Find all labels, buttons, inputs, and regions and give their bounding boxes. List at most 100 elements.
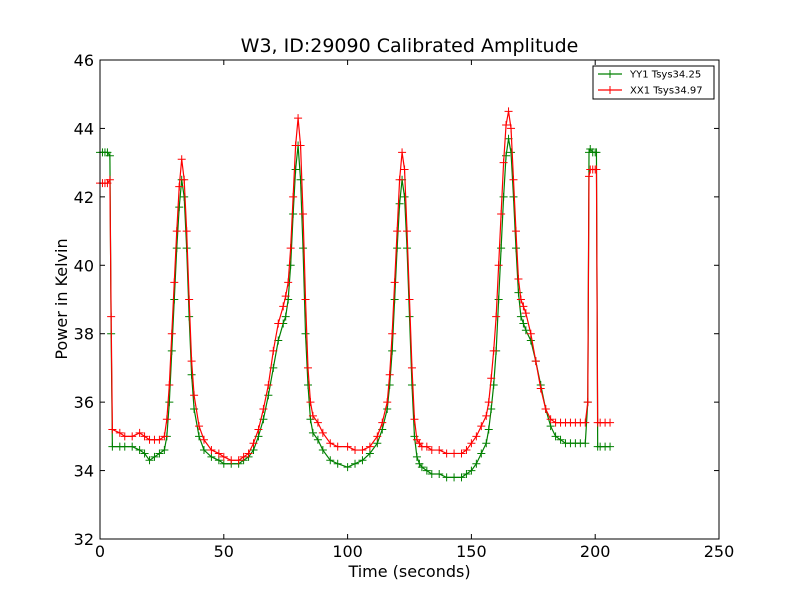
y-tick-label: 34 xyxy=(74,462,94,481)
data-point xyxy=(160,432,169,441)
data-point xyxy=(405,295,414,304)
data-point xyxy=(427,446,436,455)
data-point xyxy=(254,425,263,434)
data-point xyxy=(435,469,444,478)
data-point xyxy=(494,295,503,304)
data-point xyxy=(393,227,402,236)
data-point xyxy=(155,435,164,444)
data-point xyxy=(227,456,236,465)
data-point xyxy=(519,302,528,311)
data-point xyxy=(526,336,535,345)
data-point xyxy=(516,312,525,321)
data-point xyxy=(303,363,312,372)
x-tick-label: 50 xyxy=(214,542,234,561)
data-point xyxy=(318,446,327,455)
data-point xyxy=(407,363,416,372)
data-point xyxy=(326,439,335,448)
data-point xyxy=(521,326,530,335)
legend-label: XX1 Tsys34.97 xyxy=(630,86,703,97)
legend-label: YY1 Tsys34.25 xyxy=(629,70,701,81)
data-point xyxy=(289,209,298,218)
data-point xyxy=(279,302,288,311)
data-point xyxy=(383,398,392,407)
data-point xyxy=(308,428,317,437)
data-point xyxy=(507,148,516,157)
data-point xyxy=(299,209,308,218)
data-point xyxy=(365,449,374,458)
data-point xyxy=(412,452,421,461)
data-point xyxy=(581,418,590,427)
data-point xyxy=(239,452,248,461)
chart-title: W3, ID:29090 Calibrated Amplitude xyxy=(241,35,579,57)
data-point xyxy=(585,172,594,181)
data-point xyxy=(462,469,471,478)
data-point xyxy=(207,452,216,461)
data-point xyxy=(497,244,506,253)
data-point xyxy=(407,381,416,390)
data-point xyxy=(541,404,550,413)
data-point xyxy=(296,175,305,184)
data-point xyxy=(170,278,179,287)
data-point xyxy=(592,165,601,174)
data-point xyxy=(281,292,290,301)
legend-marker xyxy=(606,70,614,78)
y-tick-label: 36 xyxy=(74,393,94,412)
data-point xyxy=(187,370,196,379)
data-point xyxy=(177,155,186,164)
data-point xyxy=(395,199,404,208)
data-point xyxy=(165,381,174,390)
data-point xyxy=(484,398,493,407)
data-point xyxy=(289,192,298,201)
data-point xyxy=(403,227,412,236)
data-point xyxy=(504,107,513,116)
data-point xyxy=(442,449,451,458)
data-point xyxy=(546,422,555,431)
data-point xyxy=(199,435,208,444)
data-point xyxy=(484,425,493,434)
data-point xyxy=(274,319,283,328)
series-layer xyxy=(96,107,615,482)
data-point xyxy=(457,449,466,458)
data-point xyxy=(351,459,360,468)
data-point xyxy=(358,446,367,455)
data-point xyxy=(383,404,392,413)
legend-entries: YY1 Tsys34.25 XX1 Tsys34.97 xyxy=(598,70,703,97)
data-point xyxy=(551,432,560,441)
data-point xyxy=(318,428,327,437)
data-point xyxy=(400,165,409,174)
x-tick-label: 0 xyxy=(95,542,105,561)
data-point xyxy=(514,288,523,297)
data-point xyxy=(499,192,508,201)
data-point xyxy=(115,428,124,437)
data-point xyxy=(140,449,149,458)
data-point xyxy=(514,274,523,283)
data-point xyxy=(244,449,253,458)
data-point xyxy=(390,295,399,304)
data-point xyxy=(388,329,397,338)
data-point xyxy=(195,422,204,431)
data-point xyxy=(264,381,273,390)
data-point xyxy=(306,398,315,407)
data-point xyxy=(526,329,535,338)
data-point xyxy=(351,446,360,455)
x-tick-label: 200 xyxy=(580,542,611,561)
data-point xyxy=(294,114,303,123)
series-1 xyxy=(96,134,615,482)
data-point xyxy=(185,295,194,304)
data-point xyxy=(398,148,407,157)
plot-frame xyxy=(99,59,720,540)
data-point xyxy=(516,295,525,304)
data-point xyxy=(519,319,528,328)
legend-entry: XX1 Tsys34.97 xyxy=(598,86,703,97)
data-point xyxy=(422,466,431,475)
data-point xyxy=(333,442,342,451)
data-point xyxy=(482,411,491,420)
axis-ticks: 0 50 100 150 200 250 32 34 36 38 40 42 44 46 xyxy=(74,51,735,561)
data-point xyxy=(140,432,149,441)
y-tick-label: 44 xyxy=(74,119,94,138)
data-point xyxy=(442,473,451,482)
data-point xyxy=(583,398,592,407)
data-point xyxy=(592,148,601,157)
y-axis-title: Power in Kelvin xyxy=(52,238,71,359)
data-point xyxy=(467,439,476,448)
